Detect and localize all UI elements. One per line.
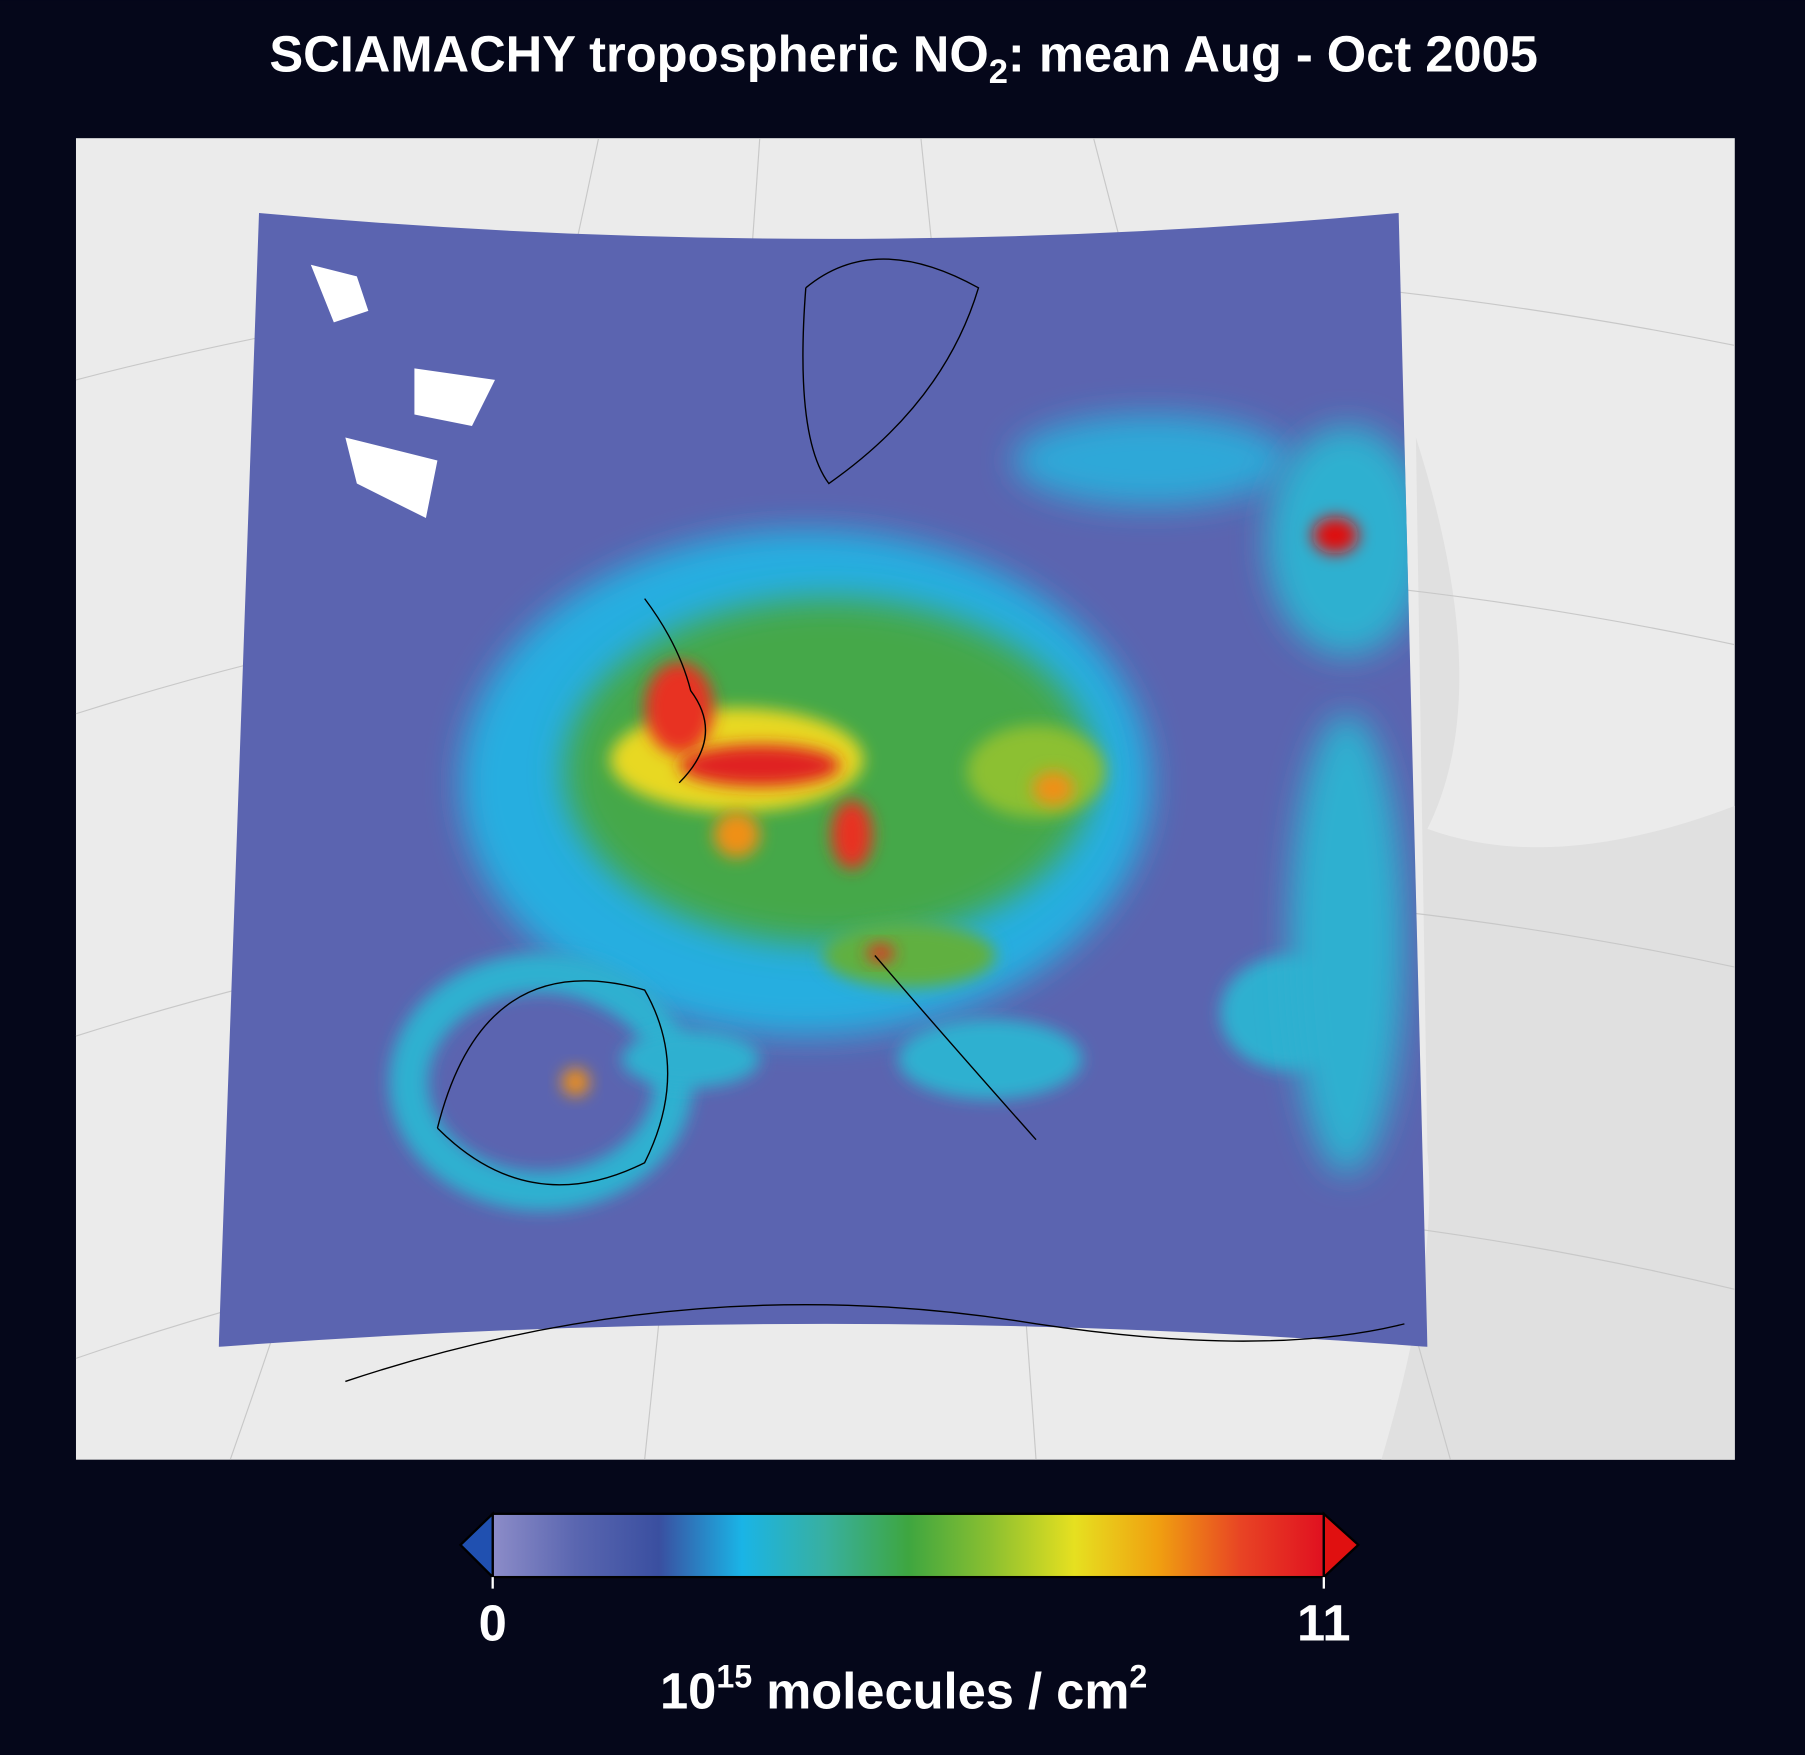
colorbar-under (458, 1511, 494, 1580)
title: SCIAMACHY tropospheric NO2: mean Aug - O… (269, 25, 1538, 91)
colorbar-over (1322, 1511, 1361, 1580)
colorbar-ramp (491, 1512, 1325, 1579)
colorbar-tick-label: 11 (1297, 1594, 1351, 1651)
unit-base: 10 (660, 1662, 716, 1719)
unit-text: molecules / cm (752, 1662, 1129, 1719)
colorbar-tick-label: 0 (479, 1594, 507, 1651)
colorbar-unit: 1015 molecules / cm2 (660, 1659, 1147, 1720)
title-rest: : mean Aug - Oct 2005 (1008, 25, 1538, 82)
map-panel (75, 138, 1735, 1460)
unit-exponent: 2 (1129, 1659, 1147, 1695)
colorbar: 0 11 (458, 1511, 1361, 1651)
unit-exponent: 15 (716, 1659, 752, 1695)
title-main: SCIAMACHY tropospheric NO (269, 25, 988, 82)
title-subscript: 2 (989, 53, 1008, 91)
